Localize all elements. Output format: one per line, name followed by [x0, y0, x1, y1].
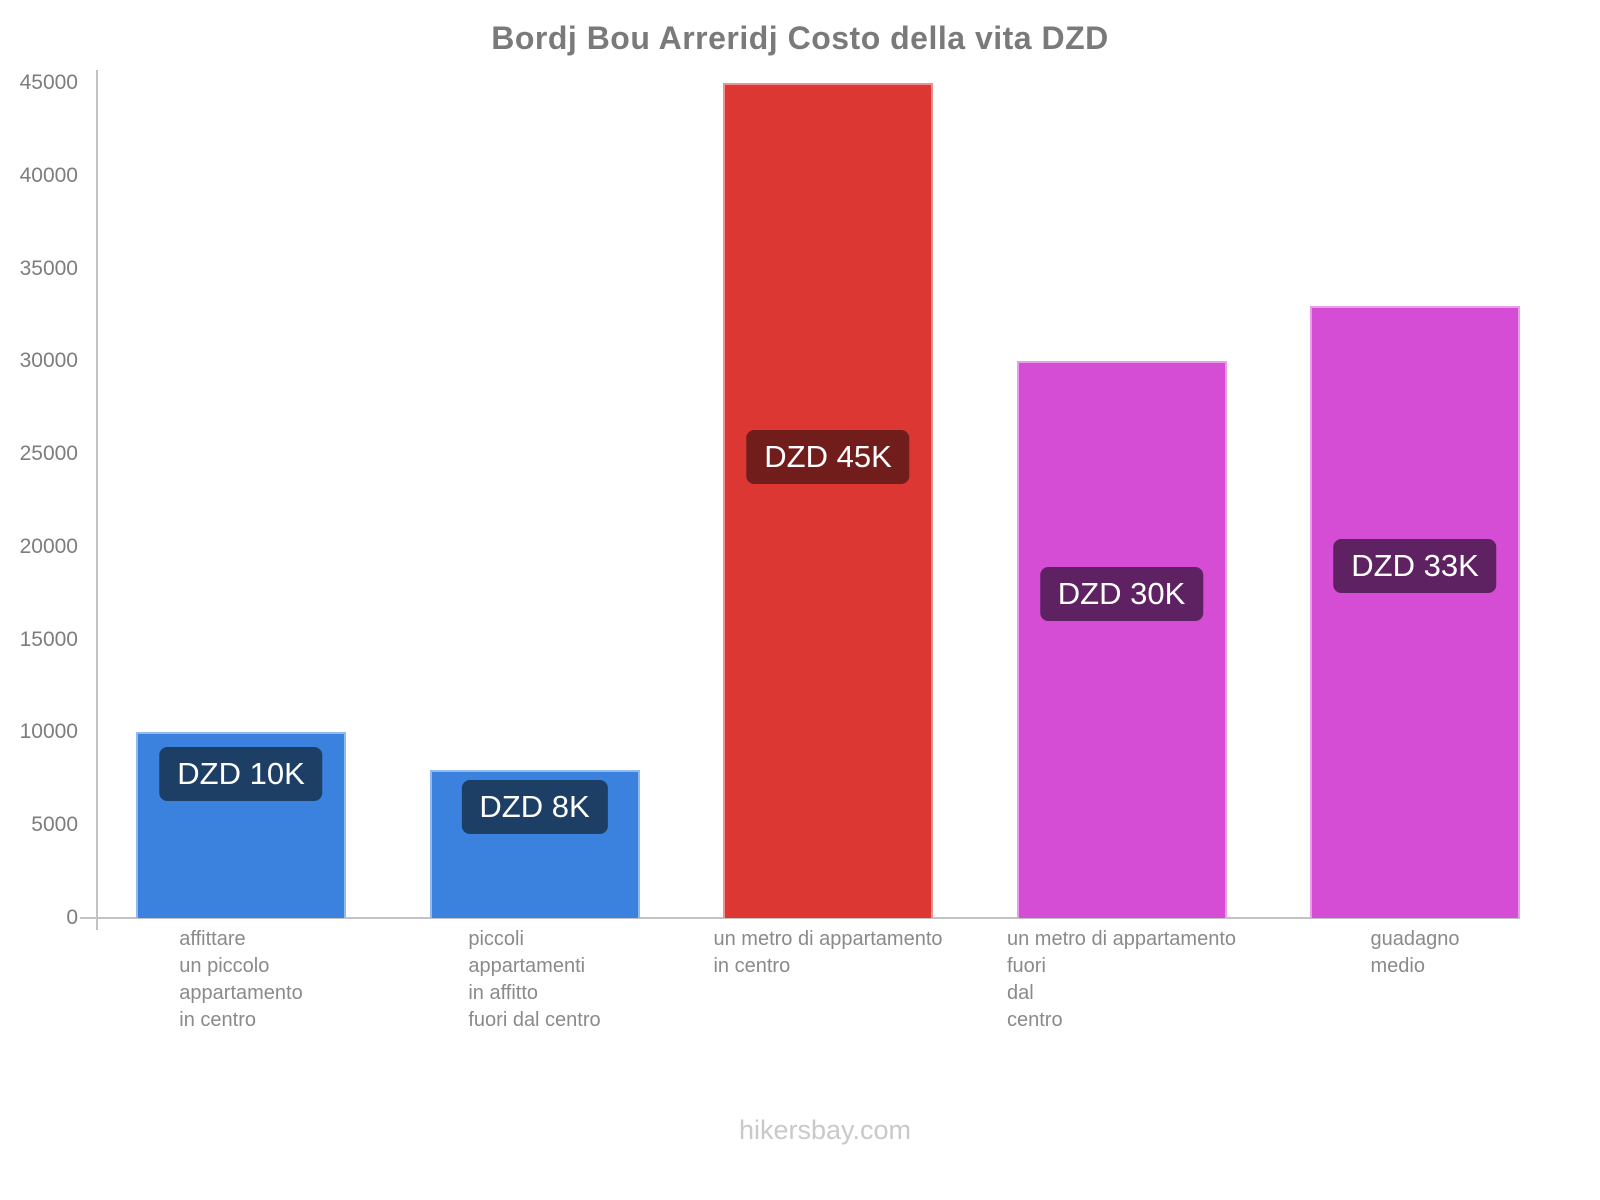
y-tick-label: 25000 — [19, 442, 78, 466]
x-axis-line — [80, 917, 1520, 919]
y-tick-label: 45000 — [19, 71, 78, 94]
category-line: piccoli — [468, 928, 524, 950]
bar-5: DZD 33K — [1310, 305, 1520, 918]
bar-value-label: DZD 10K — [159, 747, 323, 802]
category-line: un metro di appartamento — [713, 928, 943, 950]
category-line: appartamenti — [468, 955, 586, 977]
category-line: centro — [1006, 1009, 1063, 1031]
y-tick-label: 35000 — [19, 256, 78, 280]
category-line: appartamento — [179, 982, 303, 1004]
category-line: un piccolo — [179, 955, 270, 977]
category-label: affittare un piccolo appartamento in centro — [179, 926, 302, 1034]
bar-value-label: DZD 33K — [1333, 538, 1497, 593]
chart-title: Bordj Bou Arreridj Costo della vita DZD — [491, 20, 1109, 56]
category-label: guadagno medio — [1371, 926, 1460, 980]
category-line: fuori dal centro — [468, 1009, 601, 1031]
y-tick-label: 30000 — [19, 349, 78, 373]
bar-value-label: DZD 8K — [461, 779, 608, 834]
category-line: in centro — [713, 955, 791, 977]
category-label: un metro di appartamento fuori dal centro — [1007, 926, 1236, 1034]
bar-value-label: DZD 45K — [746, 430, 910, 484]
category-line: dal — [1006, 982, 1034, 1004]
bar-value-label: DZD 30K — [1039, 567, 1204, 622]
y-tick-label: 40000 — [19, 163, 78, 187]
bar-2: DZD 8K — [429, 769, 640, 918]
y-tick-label: 15000 — [19, 627, 78, 651]
y-axis-line — [96, 70, 98, 930]
watermark-text: hikersbay.com — [738, 1115, 912, 1145]
y-tick-label: 0 — [66, 906, 78, 929]
category-line: guadagno — [1370, 928, 1460, 950]
bar-1: DZD 10K — [136, 732, 346, 918]
bar-4: DZD 30K — [1016, 361, 1227, 918]
category-label: piccoli appartamenti in affitto fuori dal c… — [468, 926, 600, 1034]
category-line: medio — [1370, 955, 1425, 977]
y-tick-label: 20000 — [19, 534, 78, 558]
category-line: un metro di appartamento — [1006, 928, 1237, 950]
category-line: affittare — [179, 928, 246, 950]
category-line: in centro — [179, 1009, 257, 1031]
y-tick-label: 5000 — [31, 813, 78, 837]
y-tick-label: 10000 — [19, 720, 78, 744]
category-line: fuori — [1006, 955, 1046, 977]
category-label: un metro di appartamento in centro — [713, 926, 942, 980]
category-line: in affitto — [468, 982, 539, 1004]
bar-3: DZD 45K — [723, 83, 933, 918]
plot-area: DZD 10K DZD 8K DZD 45K DZD 30K DZD 33K — [97, 83, 1520, 918]
